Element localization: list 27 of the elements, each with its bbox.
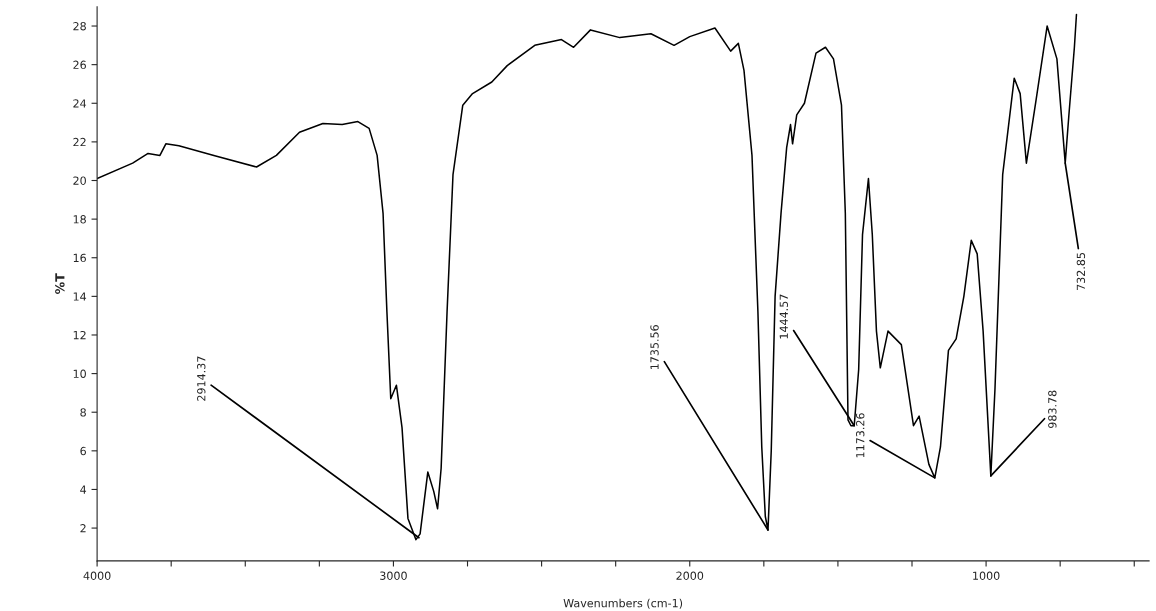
annotation: 732.85 <box>1076 252 1086 290</box>
x-axis-title: Wavenumbers (cm-1) <box>563 598 683 609</box>
x-tick-label: 1000 <box>973 571 1000 580</box>
y-tick-label: 14 <box>73 292 87 301</box>
y-tick-label: 16 <box>73 253 86 263</box>
x-tick-label: 3000 <box>380 571 407 580</box>
y-tick-label: 6 <box>80 446 86 456</box>
y-tick-label: 12 <box>73 330 86 340</box>
annotation: 1444.57 <box>779 294 788 339</box>
y-axis-title: %T <box>55 273 65 294</box>
y-tick-label: 22 <box>73 137 86 147</box>
annotation: 2914.37 <box>197 356 206 401</box>
y-tick-label: 26 <box>73 60 86 70</box>
y-tick-label: 10 <box>73 369 86 378</box>
y-tick-label: 28 <box>73 22 86 31</box>
y-tick-label: 18 <box>73 215 86 224</box>
y-tick-label: 8 <box>80 408 86 417</box>
y-tick-label: 4 <box>80 485 87 494</box>
x-tick-label: 2000 <box>676 571 704 580</box>
x-tick-label: 4000 <box>83 571 111 580</box>
y-tick-label: 20 <box>73 176 86 185</box>
y-tick-label: 2 <box>80 524 86 533</box>
y-tick-label: 24 <box>73 99 87 108</box>
annotation: 983.78 <box>1048 390 1057 429</box>
line-series <box>97 13 1078 541</box>
annotation: 1735.56 <box>650 325 659 370</box>
annotation: 1173.26 <box>856 413 865 458</box>
